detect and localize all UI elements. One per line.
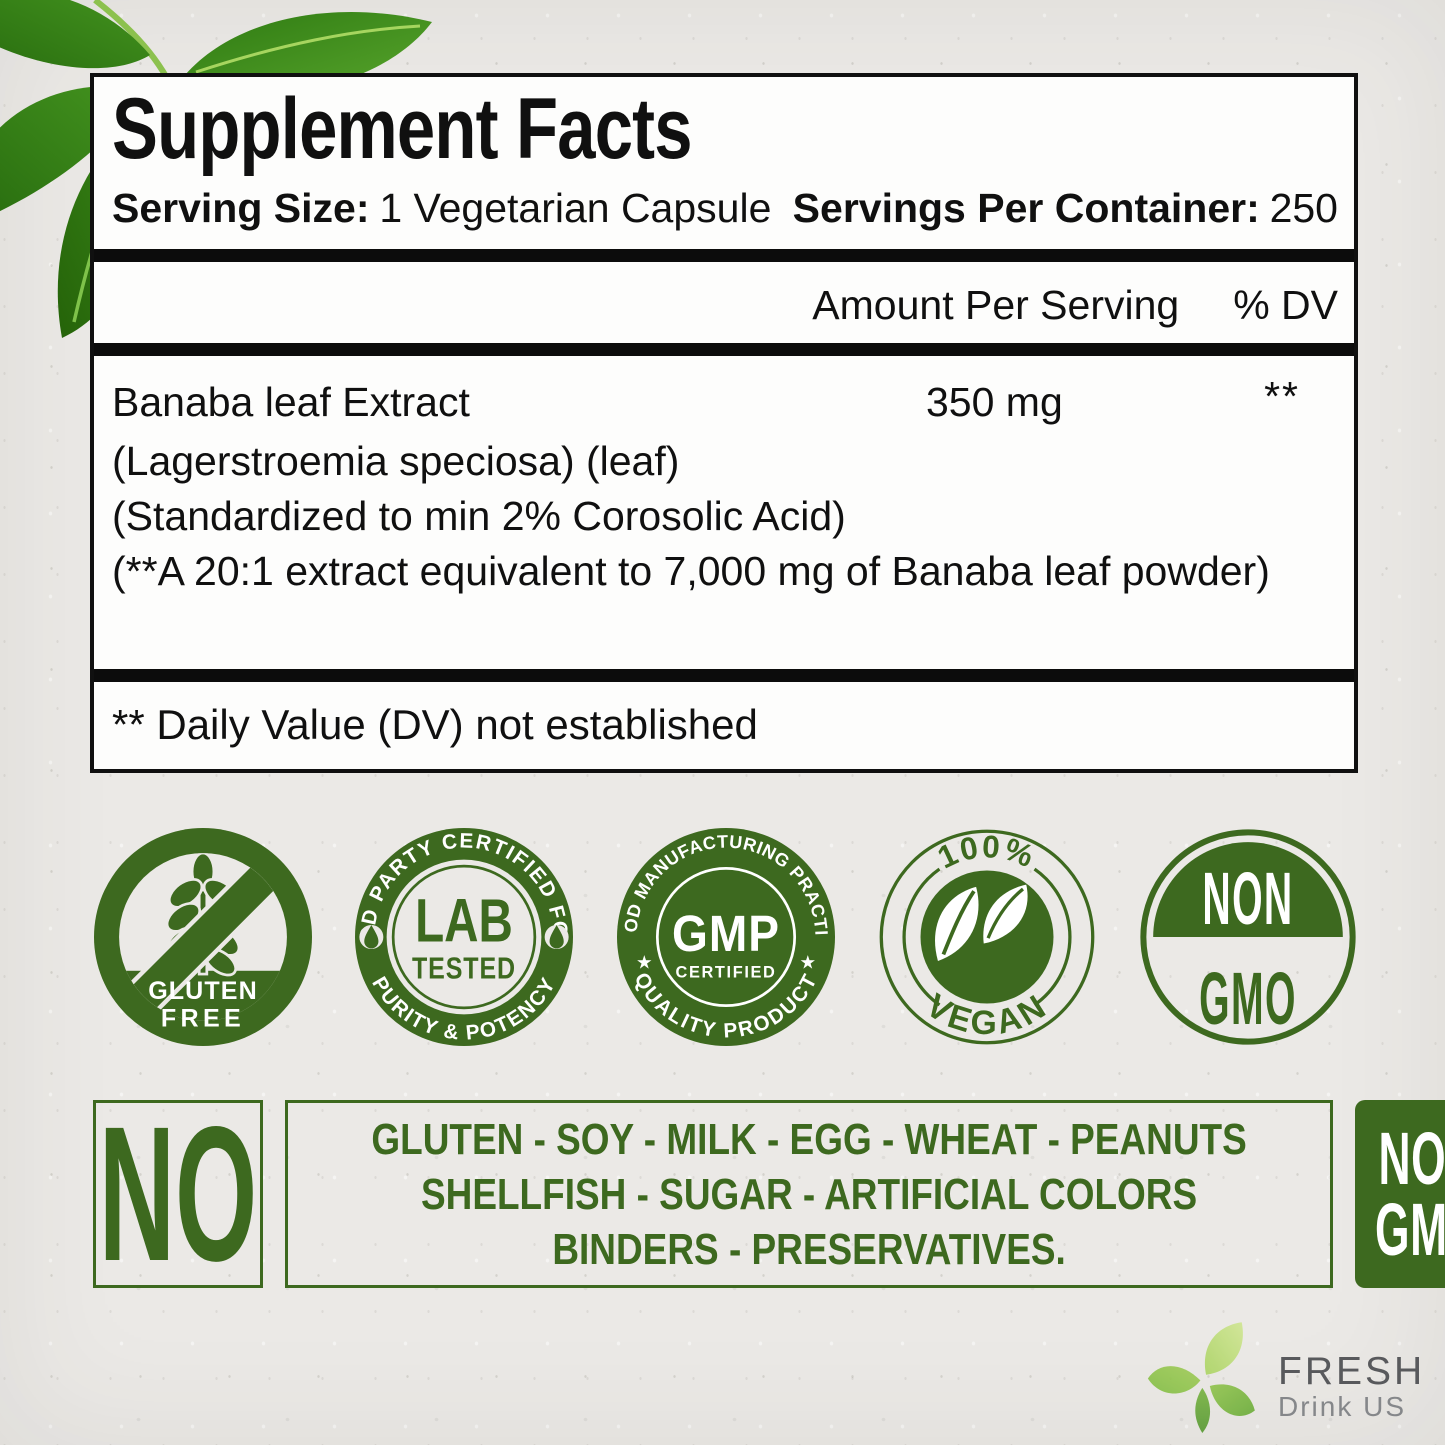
logo-name: FRESH — [1278, 1349, 1426, 1393]
dv-header: % DV — [1233, 282, 1338, 328]
gluten-free-badge-icon: GLUTEN FREE — [94, 828, 312, 1046]
logo-subtitle: Drink US — [1278, 1390, 1407, 1422]
lab-tested-badge-icon: 3RD PARTY CERTIFIED FOR PURITY & POTENCY… — [355, 828, 574, 1046]
allergens-box: GLUTEN - SOY - MILK - EGG - WHEAT - PEAN… — [285, 1100, 1334, 1288]
supplement-facts-panel: Supplement Facts Serving Size: 1 Vegetari… — [90, 73, 1358, 773]
certified-text: CERTIFIED — [675, 963, 776, 981]
logo-leaves-icon — [1147, 1321, 1255, 1433]
non-gmo-box-line2: GMO — [1375, 1188, 1445, 1271]
gmo-text: GMO — [1199, 957, 1297, 1041]
servings-per-container: Servings Per Container: 250 — [793, 183, 1338, 233]
divider-bar — [94, 249, 1354, 262]
non-gmo-box-line1: NON — [1378, 1117, 1445, 1200]
no-box: NO — [93, 1086, 263, 1301]
banaba-leaves-decoration-icon — [0, 0, 432, 338]
non-gmo-box: NON GMO — [1355, 1100, 1445, 1288]
logo-text: FRESH Drink US — [1278, 1349, 1426, 1422]
vegan-badge-icon: 100% VEGAN — [879, 828, 1095, 1045]
ingredient-dv: ** — [1264, 373, 1300, 419]
lab-text: LAB — [415, 886, 513, 955]
brand-logo: FRESH Drink US — [1146, 1316, 1436, 1441]
ingredient-name: Banaba leaf Extract — [112, 379, 470, 425]
serving-size: Serving Size: 1 Vegetarian Capsule — [112, 183, 771, 233]
panel-title: Supplement Facts — [112, 81, 693, 177]
leaves-icon — [934, 884, 1028, 961]
gluten-free-line2: FREE — [161, 1004, 245, 1032]
ingredient-detail: (**A 20:1 extract equivalent to 7,000 mg… — [112, 548, 1270, 594]
allergen-line: GLUTEN - SOY - MILK - EGG - WHEAT - PEAN… — [371, 1114, 1247, 1164]
gluten-free-line1: GLUTEN — [148, 977, 258, 1005]
amount-per-serving-header: Amount Per Serving — [812, 282, 1180, 328]
servings-per-container-value: 250 — [1269, 185, 1338, 231]
leaf-top-left — [0, 0, 150, 69]
non-gmo-badge-icon: NON GMO — [1140, 829, 1356, 1045]
ingredient-amount: 350 mg — [926, 379, 1063, 425]
non-text: NON — [1202, 856, 1293, 940]
ingredient-list: Banaba leaf Extract 350 mg ** (Lagerstro… — [112, 373, 1338, 599]
serving-size-label: Serving Size: — [112, 185, 370, 231]
no-allergens-section: NO GLUTEN - SOY - MILK - EGG - WHEAT - P… — [93, 1086, 1445, 1301]
divider-bar — [94, 669, 1354, 682]
tested-text: TESTED — [412, 951, 516, 985]
slash-bar — [122, 856, 285, 1019]
allergens-list: GLUTEN - SOY - MILK - EGG - WHEAT - PEAN… — [371, 1112, 1246, 1277]
certification-badges-row: GLUTEN FREE 3RD PARTY CERTIFIED FOR PURI… — [94, 827, 1357, 1047]
dv-footnote: ** Daily Value (DV) not established — [112, 701, 758, 748]
leaf-vein — [195, 24, 421, 74]
vegan-arc-top: 100% — [932, 828, 1039, 875]
no-label: NO — [98, 1086, 258, 1301]
serving-row: Serving Size: 1 Vegetarian Capsule Servin… — [112, 183, 1338, 233]
ingredient-row: Banaba leaf Extract 350 mg ** — [112, 373, 1338, 434]
servings-per-container-label: Servings Per Container: — [792, 185, 1260, 231]
allergen-line: BINDERS - PRESERVATIVES. — [552, 1224, 1066, 1274]
allergen-line: SHELLFISH - SUGAR - ARTIFICIAL COLORS — [420, 1169, 1198, 1219]
ingredient-detail: (Lagerstroemia speciosa) (leaf) — [112, 438, 680, 484]
star-icon: ★ — [635, 952, 652, 973]
drop-icon — [544, 925, 569, 949]
drop-icon — [359, 925, 384, 949]
divider-bar — [94, 343, 1354, 356]
star-icon: ★ — [799, 952, 816, 973]
svg-text:100%: 100% — [932, 828, 1041, 875]
column-headers: Amount Per Serving % DV — [812, 281, 1338, 329]
serving-size-value: 1 Vegetarian Capsule — [379, 185, 772, 231]
ingredient-detail: (Standardized to min 2% Corosolic Acid) — [112, 493, 846, 539]
gmp-text: GMP — [672, 906, 780, 963]
gmp-certified-badge-icon: GOOD MANUFACTURING PRACTICE QUALITY PROD… — [616, 828, 835, 1046]
